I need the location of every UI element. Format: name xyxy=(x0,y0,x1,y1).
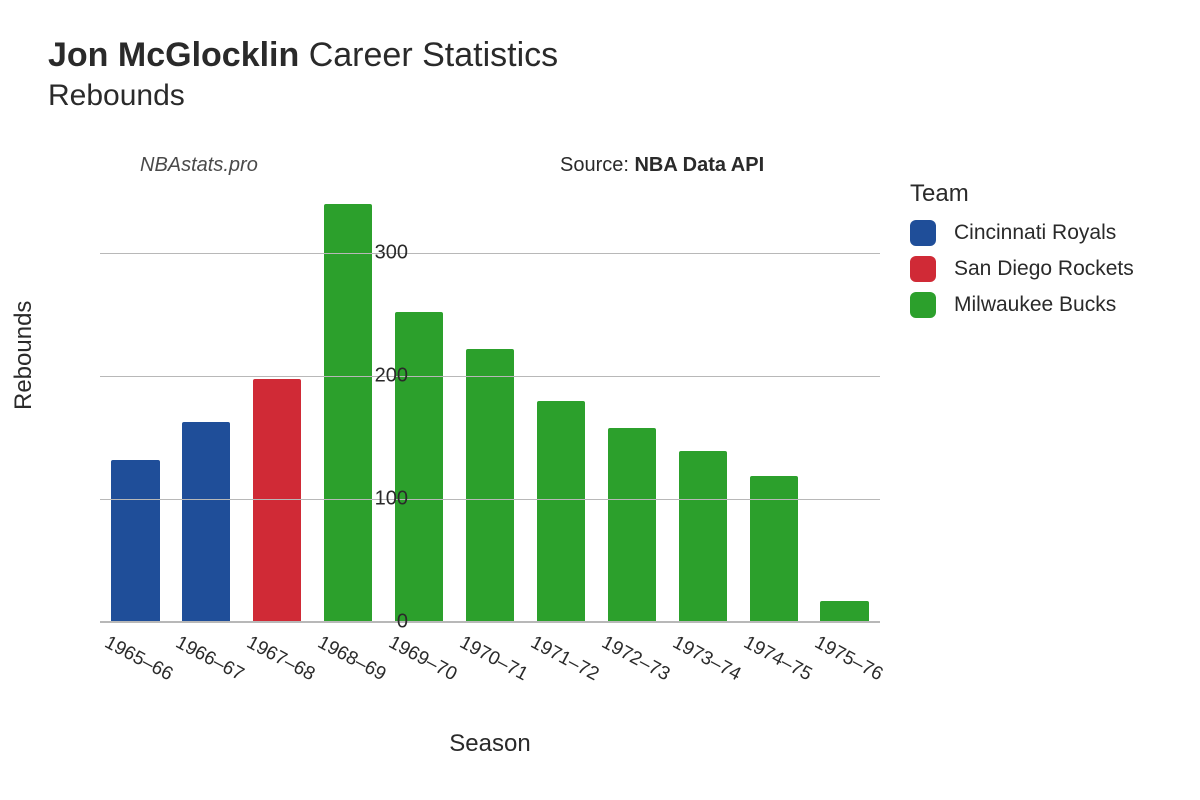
ytick-label: 100 xyxy=(348,488,408,511)
xtick-label: 1974–75 xyxy=(739,632,815,686)
gridline xyxy=(100,376,880,377)
legend-swatch xyxy=(910,256,936,282)
legend: Team Cincinnati Royals San Diego Rockets M… xyxy=(910,180,1134,328)
ytick-label: 0 xyxy=(348,611,408,634)
xtick-label: 1971–72 xyxy=(527,632,603,686)
plot-area xyxy=(100,192,880,622)
bar xyxy=(679,451,727,622)
bar xyxy=(820,601,868,622)
legend-swatch xyxy=(910,292,936,318)
bar xyxy=(608,428,656,622)
gridline xyxy=(100,499,880,500)
bar xyxy=(537,401,585,622)
bar xyxy=(182,422,230,622)
chart-title: Jon McGlocklin Career Statistics xyxy=(48,36,558,75)
xtick-label: 1968–69 xyxy=(314,632,390,686)
bar xyxy=(466,349,514,622)
legend-items: Cincinnati Royals San Diego Rockets Milwau… xyxy=(910,220,1134,318)
bar xyxy=(324,204,372,622)
title-suffix: Career Statistics xyxy=(309,36,558,74)
chart-container: Jon McGlocklin Career Statistics Rebound… xyxy=(0,0,1200,800)
chart-subtitle: Rebounds xyxy=(48,79,558,113)
bar xyxy=(253,379,301,622)
xtick-label: 1970–71 xyxy=(456,632,532,686)
ytick-label: 200 xyxy=(348,365,408,388)
bars-group xyxy=(100,192,880,622)
source-prefix: Source: xyxy=(560,154,634,176)
source-text: Source: NBA Data API xyxy=(560,154,764,177)
xtick-label: 1969–70 xyxy=(385,632,461,686)
xtick-label: 1973–74 xyxy=(668,632,744,686)
legend-title: Team xyxy=(910,180,1134,208)
source-name: NBA Data API xyxy=(634,154,764,176)
xtick-label: 1965–66 xyxy=(101,632,177,686)
xtick-label: 1966–67 xyxy=(172,632,248,686)
xtick-label: 1972–73 xyxy=(597,632,673,686)
y-axis-label: Rebounds xyxy=(10,301,38,410)
legend-label: Cincinnati Royals xyxy=(954,221,1116,245)
ytick-label: 300 xyxy=(348,242,408,265)
legend-item: San Diego Rockets xyxy=(910,256,1134,282)
legend-label: San Diego Rockets xyxy=(954,257,1134,281)
legend-item: Cincinnati Royals xyxy=(910,220,1134,246)
legend-item: Milwaukee Bucks xyxy=(910,292,1134,318)
bar xyxy=(111,460,159,622)
bar xyxy=(750,476,798,622)
attribution-text: NBAstats.pro xyxy=(140,154,258,177)
x-axis-label: Season xyxy=(100,730,880,758)
xtick-label: 1967–68 xyxy=(243,632,319,686)
legend-swatch xyxy=(910,220,936,246)
gridline xyxy=(100,253,880,254)
player-name: Jon McGlocklin xyxy=(48,36,299,74)
gridline xyxy=(100,622,880,623)
legend-label: Milwaukee Bucks xyxy=(954,293,1116,317)
xtick-label: 1975–76 xyxy=(810,632,886,686)
title-block: Jon McGlocklin Career Statistics Rebound… xyxy=(48,36,558,113)
bar xyxy=(395,312,443,622)
